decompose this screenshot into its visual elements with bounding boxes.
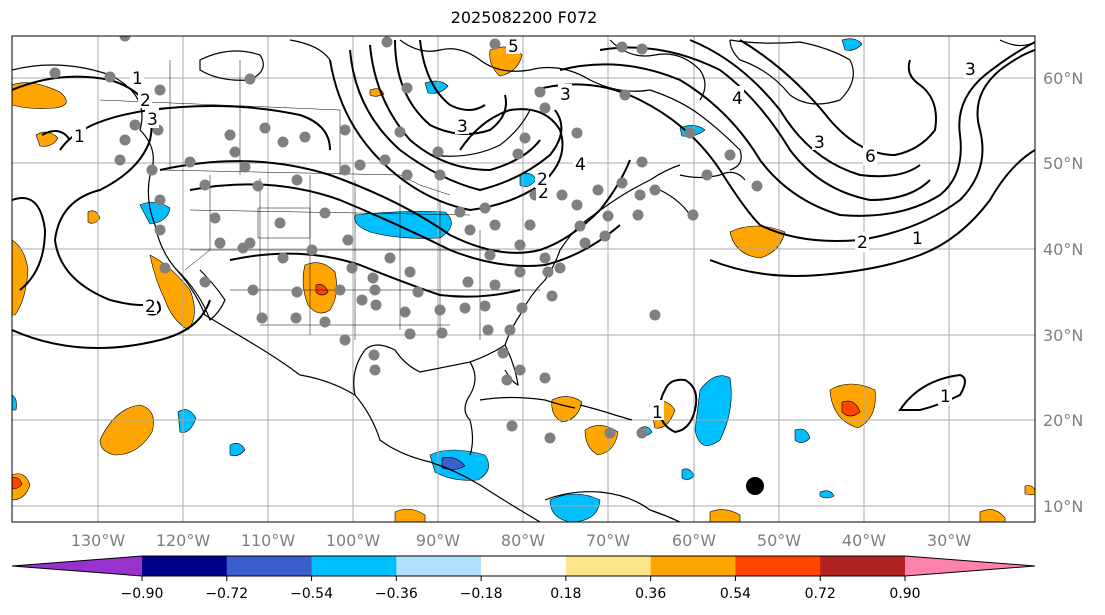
svg-text:2: 2: [857, 233, 868, 253]
lon-label-130w: 130°W: [71, 531, 126, 550]
svg-text:2: 2: [140, 91, 151, 111]
svg-text:2: 2: [537, 170, 548, 190]
lon-label-40w: 40°W: [842, 531, 886, 550]
lon-label-50w: 50°W: [757, 531, 801, 550]
lat-label-50n: 50°N: [1043, 154, 1083, 173]
contour-lines: [12, 39, 1035, 434]
colorbar-tick-label: 0.36: [635, 586, 666, 602]
svg-text:6: 6: [865, 147, 876, 167]
colorbar-tick-label: 0.54: [720, 586, 751, 602]
svg-text:3: 3: [147, 110, 158, 130]
colorbar-tick-label: −0.18: [460, 586, 503, 602]
latitude-labels: 60°N 50°N 40°N 30°N 20°N 10°N: [1043, 69, 1083, 516]
colorbar-segment: [565, 556, 652, 576]
svg-text:4: 4: [732, 89, 743, 109]
colorbar-segment: [820, 556, 906, 576]
svg-text:1: 1: [912, 229, 923, 249]
svg-text:5: 5: [508, 37, 519, 57]
lon-label-100w: 100°W: [326, 531, 381, 550]
lon-label-110w: 110°W: [241, 531, 296, 550]
contour-value-labels: 2 3 1 2 3 3 4 3 4 3 6 2 1 2: [72, 36, 977, 423]
lon-label-70w: 70°W: [586, 531, 630, 550]
colorbar-tick-label: −0.36: [375, 586, 418, 602]
svg-text:3: 3: [560, 85, 571, 105]
svg-text:1: 1: [132, 69, 143, 89]
lat-label-60n: 60°N: [1043, 69, 1083, 88]
colorbar-segment: [650, 556, 736, 576]
svg-text:1: 1: [940, 387, 951, 407]
colorbar-segment: [396, 556, 482, 576]
colorbar-segment: [481, 556, 567, 576]
colorbar-segment: [311, 556, 397, 576]
colorbar-segment: [735, 556, 821, 576]
colorbar-tick-label: −0.72: [205, 586, 248, 602]
storm-marker: [746, 477, 764, 495]
lat-label-10n: 10°N: [1043, 497, 1083, 516]
svg-text:3: 3: [965, 60, 976, 80]
colorbar: [11, 555, 1036, 581]
svg-text:4: 4: [575, 155, 586, 175]
station-markers: [49, 36, 763, 444]
map-title: 2025082200 F072: [450, 8, 598, 27]
svg-text:1: 1: [652, 403, 663, 423]
shaded-anomaly-regions: [12, 38, 1035, 522]
colorbar-tick-labels: −0.90 −0.72 −0.54 −0.36 −0.18 0.18 0.36 0.54 0.7…: [121, 586, 921, 602]
svg-text:1: 1: [74, 127, 85, 147]
longitude-labels: 130°W 120°W 110°W 100°W 90°W 80°W 70°W 6…: [71, 531, 971, 550]
colorbar-tick-label: 0.72: [805, 586, 836, 602]
lat-label-40n: 40°N: [1043, 240, 1083, 259]
lat-label-30n: 30°N: [1043, 326, 1083, 345]
colorbar-segment: [142, 556, 228, 576]
lon-label-30w: 30°W: [927, 531, 971, 550]
lon-label-90w: 90°W: [416, 531, 460, 550]
colorbar-tick-label: −0.90: [121, 586, 164, 602]
political-borders: [99, 60, 540, 340]
colorbar-extend-high: [905, 556, 1035, 576]
svg-text:3: 3: [457, 117, 468, 137]
svg-text:2: 2: [538, 183, 549, 203]
colorbar-tick-label: −0.54: [290, 586, 333, 602]
lat-label-20n: 20°N: [1043, 411, 1083, 430]
svg-text:2: 2: [145, 297, 156, 317]
colorbar-tick-label: 0.18: [550, 586, 581, 602]
colorbar-segment: [226, 556, 313, 576]
colorbar-extend-low: [12, 556, 142, 576]
lon-label-80w: 80°W: [501, 531, 545, 550]
map-frame-border: [11, 35, 1036, 523]
lon-label-120w: 120°W: [156, 531, 211, 550]
svg-text:3: 3: [814, 133, 825, 153]
colorbar-tick-label: 0.90: [889, 586, 920, 602]
lon-label-60w: 60°W: [672, 531, 716, 550]
